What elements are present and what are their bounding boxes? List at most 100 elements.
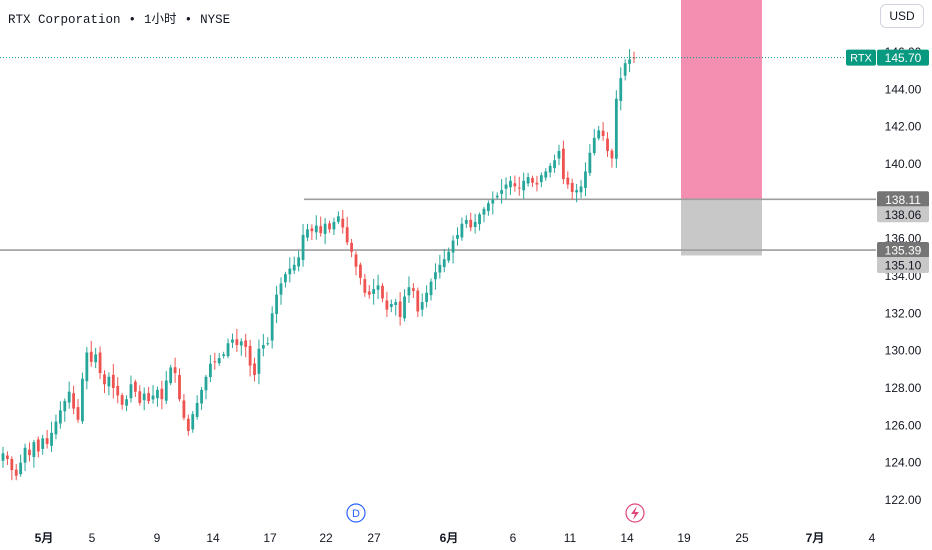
candle-body — [548, 165, 552, 173]
candle-body — [513, 183, 517, 187]
exchange: NYSE — [200, 13, 231, 27]
candle-body — [336, 216, 340, 222]
price-axis[interactable]: 122.00124.00126.00128.00130.00132.00134.… — [885, 45, 922, 507]
candle-body — [1, 453, 5, 461]
candle-body — [509, 180, 512, 188]
candle-body — [442, 259, 446, 268]
candle-body — [45, 438, 49, 444]
candle-body — [526, 177, 530, 184]
candle-body — [557, 150, 561, 159]
candle-body — [531, 178, 534, 183]
candle-body — [411, 288, 415, 291]
dividend-marker[interactable]: D — [346, 503, 366, 523]
lightning-icon — [631, 506, 639, 520]
candle-body — [292, 264, 296, 271]
candle-body — [367, 291, 371, 295]
candle-body — [200, 389, 203, 404]
candle-body — [614, 98, 618, 159]
time-tick-label: 14 — [206, 531, 220, 545]
candle-body — [632, 57, 636, 59]
candle-body — [425, 292, 429, 302]
time-tick-label: 14 — [620, 531, 634, 545]
candle-body — [36, 439, 40, 452]
candle-body — [67, 391, 71, 403]
currency-button[interactable]: USD — [880, 4, 924, 28]
candle-body — [606, 138, 609, 151]
candle-body — [394, 302, 398, 306]
candle-body — [456, 234, 459, 239]
candle-body — [63, 401, 67, 412]
candle-body — [597, 130, 601, 139]
candle-body — [81, 378, 84, 422]
candle-body — [354, 254, 358, 267]
candle-body — [416, 290, 420, 312]
candle-body — [482, 208, 486, 215]
interval[interactable]: 1小时 — [144, 13, 177, 27]
candle-body — [592, 137, 596, 154]
candle-body — [473, 221, 477, 227]
candle-body — [116, 385, 120, 396]
candle-body — [142, 393, 146, 401]
time-tick-label: 11 — [564, 531, 577, 545]
dividend-label: D — [352, 508, 360, 520]
candle-body — [341, 218, 345, 228]
level-tag-label: 138.11 — [885, 193, 921, 207]
last-price-bg — [877, 49, 929, 66]
time-tick-label: 5月 — [35, 531, 54, 545]
candle-body — [323, 223, 327, 234]
candle-body — [403, 296, 406, 319]
candle-body — [54, 421, 58, 435]
candle-body — [306, 229, 309, 238]
candle-body — [186, 418, 190, 431]
candle-body — [579, 186, 583, 193]
candle-body — [261, 345, 265, 349]
candle-body — [89, 351, 93, 362]
candle-body — [584, 171, 587, 188]
time-axis[interactable]: 5月 5 9 14 17 22 27 6月 6 11 14 19 25 7月 4 — [35, 531, 876, 545]
candle-body — [553, 160, 556, 169]
time-tick-label: 25 — [735, 531, 749, 545]
candle-body — [270, 313, 274, 341]
candle-body — [244, 340, 248, 347]
symbol-name: RTX Corporation — [8, 13, 121, 27]
candle-body — [359, 264, 362, 278]
candle-body — [222, 354, 226, 356]
level-tag-bg — [877, 191, 929, 208]
candle-body — [420, 302, 424, 310]
stop-zone[interactable] — [681, 199, 762, 256]
level-tag-label: 138.06 — [885, 208, 922, 222]
candle-body — [98, 352, 102, 374]
candle-body — [478, 214, 481, 225]
symbol-header: RTX Corporation • 1小时 • NYSE — [8, 8, 230, 27]
earnings-marker[interactable] — [625, 503, 645, 523]
candle-body — [376, 285, 380, 290]
candle-body — [32, 442, 36, 458]
candle-body — [628, 59, 631, 64]
candle-body — [407, 287, 411, 296]
candle-body — [178, 375, 181, 400]
candle-body — [372, 289, 376, 294]
candle-body — [10, 458, 14, 471]
target-zone[interactable] — [681, 0, 762, 200]
position-zones — [681, 0, 762, 256]
level-tag-bg — [877, 242, 929, 259]
separator: • — [128, 13, 137, 27]
candle-body — [464, 220, 468, 224]
candle-body — [129, 384, 133, 399]
time-tick-label: 5 — [89, 531, 96, 545]
candle-body — [14, 469, 18, 476]
candle-body — [314, 225, 318, 233]
candle-body — [231, 339, 234, 343]
price-tick-label: 128.00 — [885, 381, 922, 395]
candle-body — [239, 341, 243, 346]
level-tag-bg — [877, 206, 929, 223]
candle-body — [85, 352, 89, 382]
candle-body — [125, 399, 128, 406]
candle-body — [434, 272, 437, 280]
candle-body — [500, 190, 504, 194]
candle-body — [332, 221, 336, 230]
candle-body — [120, 395, 124, 405]
level-tag-label: 135.39 — [885, 244, 922, 258]
candle-body — [248, 345, 252, 366]
